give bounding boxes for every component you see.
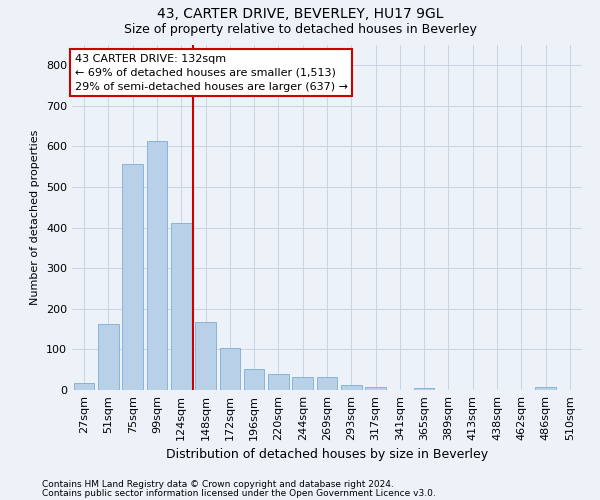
Bar: [98, 324, 119, 390]
Bar: [195, 322, 216, 390]
Bar: [74, 382, 94, 390]
Text: Size of property relative to detached houses in Beverley: Size of property relative to detached ho…: [124, 22, 476, 36]
Bar: [146, 141, 167, 390]
Bar: [268, 374, 289, 390]
Bar: [122, 164, 143, 390]
Y-axis label: Number of detached properties: Number of detached properties: [31, 130, 40, 305]
Bar: [365, 387, 386, 390]
Text: Contains public sector information licensed under the Open Government Licence v3: Contains public sector information licen…: [42, 490, 436, 498]
Text: 43 CARTER DRIVE: 132sqm
← 69% of detached houses are smaller (1,513)
29% of semi: 43 CARTER DRIVE: 132sqm ← 69% of detache…: [74, 54, 347, 92]
X-axis label: Distribution of detached houses by size in Beverley: Distribution of detached houses by size …: [166, 448, 488, 462]
Bar: [535, 387, 556, 390]
Text: 43, CARTER DRIVE, BEVERLEY, HU17 9GL: 43, CARTER DRIVE, BEVERLEY, HU17 9GL: [157, 8, 443, 22]
Bar: [171, 223, 191, 390]
Bar: [244, 369, 265, 390]
Bar: [317, 378, 337, 390]
Bar: [414, 388, 434, 390]
Bar: [220, 348, 240, 390]
Bar: [292, 378, 313, 390]
Bar: [341, 384, 362, 390]
Text: Contains HM Land Registry data © Crown copyright and database right 2024.: Contains HM Land Registry data © Crown c…: [42, 480, 394, 489]
